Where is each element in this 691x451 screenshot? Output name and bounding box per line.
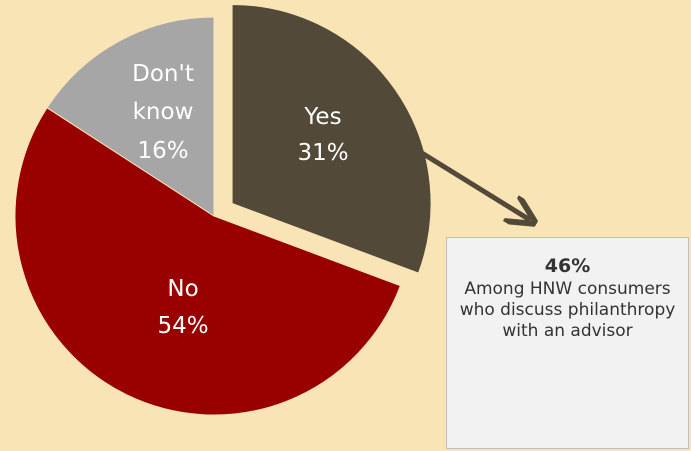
- callout-arrow: [415, 147, 530, 220]
- callout-text: Among HNW consumers who discuss philanth…: [459, 279, 676, 341]
- slice-label-yes-percent: 31%: [297, 140, 348, 166]
- pie-slice-don-t-know: [46, 16, 215, 217]
- callout-box: 46% Among HNW consumers who discuss phil…: [446, 237, 689, 449]
- slice-label-no-percent: 54%: [157, 313, 208, 339]
- slice-label-dontknow-percent: 16%: [137, 138, 188, 164]
- slice-label-dontknow-line1: Don't: [132, 61, 194, 87]
- slice-label-yes-category: Yes: [303, 104, 341, 130]
- pie-slice-no: [14, 107, 402, 416]
- slice-label-dontknow-word1: Don't know: [132, 61, 194, 125]
- pie-slices: [14, 3, 432, 416]
- slice-labels: Yes 31% No 54% Don't know 16%: [132, 61, 348, 339]
- slice-label-dontknow-line2: know: [133, 99, 194, 125]
- callout-value: 46%: [544, 255, 591, 277]
- slice-label-no-category: No: [167, 276, 198, 302]
- pie-slice-yes: [231, 3, 432, 274]
